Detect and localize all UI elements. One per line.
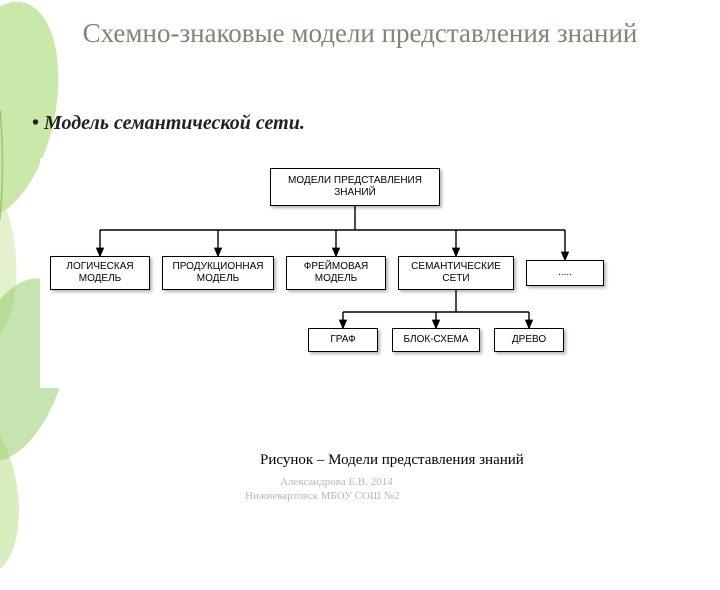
slide-title: Схемно-знаковые модели представления зна… xyxy=(0,18,720,49)
node-tree: ДРЕВО xyxy=(494,328,564,352)
node-graph: ГРАФ xyxy=(308,328,378,352)
slide-subtitle: Модель семантической сети. xyxy=(32,112,305,135)
node-block: БЛОК-СХЕМА xyxy=(392,328,480,352)
footer-school: Нижневартовск МБОУ СОШ №2 xyxy=(245,490,400,502)
footer-author: Александрова Е.В. 2014 xyxy=(280,476,393,488)
node-root: МОДЕЛИ ПРЕДСТАВЛЕНИЯ ЗНАНИЙ xyxy=(270,168,440,206)
node-dots: ..... xyxy=(526,260,604,286)
tree-diagram: МОДЕЛИ ПРЕДСТАВЛЕНИЯ ЗНАНИЙ ЛОГИЧЕСКАЯ МО… xyxy=(40,158,690,388)
node-prod: ПРОДУКЦИОННАЯ МОДЕЛЬ xyxy=(162,256,274,290)
node-sem: СЕМАНТИЧЕСКИЕ СЕТИ xyxy=(398,256,514,290)
node-frame: ФРЕЙМОВАЯ МОДЕЛЬ xyxy=(286,256,386,290)
node-logic: ЛОГИЧЕСКАЯ МОДЕЛЬ xyxy=(50,256,150,290)
figure-caption: Рисунок – Модели представления знаний xyxy=(260,452,524,469)
